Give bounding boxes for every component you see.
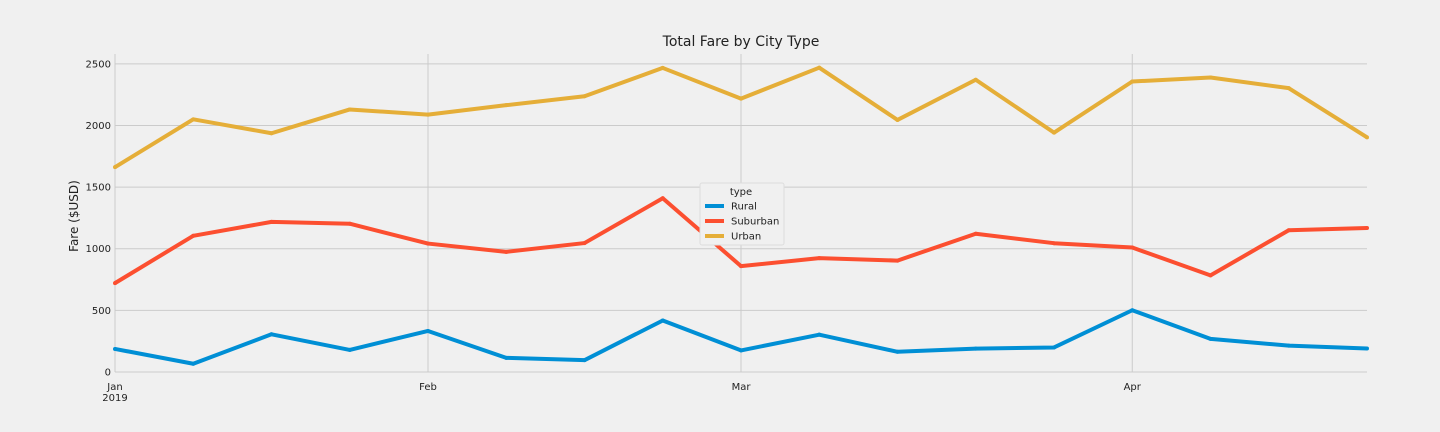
data-point [347, 107, 352, 112]
data-point [1052, 345, 1056, 350]
x-tick-sublabel: 2019 [102, 393, 127, 404]
data-point [347, 347, 352, 352]
data-point [1286, 86, 1291, 91]
data-point [1130, 245, 1135, 250]
data-point [1208, 273, 1213, 278]
y-tick-label: 1000 [86, 244, 111, 255]
data-point [1208, 75, 1213, 80]
data-point [1130, 308, 1135, 313]
legend-title: type [730, 187, 752, 198]
data-point [113, 281, 117, 286]
legend-box [699, 182, 785, 246]
y-tick-label: 0 [105, 368, 111, 379]
data-point [347, 221, 352, 226]
y-axis-title: Fare ($USD) [67, 180, 81, 252]
data-point [817, 256, 822, 261]
chart-title: Total Fare by City Type [662, 34, 820, 50]
data-point [1365, 135, 1369, 140]
data-point [582, 241, 587, 246]
x-tick-label: Mar [732, 382, 752, 393]
series-rural [113, 308, 1369, 366]
x-tick-label: Apr [1124, 382, 1142, 393]
data-point [1130, 79, 1135, 84]
y-tick-label: 500 [92, 306, 111, 317]
data-point [426, 241, 430, 246]
y-tick-label: 2000 [86, 121, 111, 132]
legend-label-rural: Rural [731, 202, 757, 213]
y-axis-ticks: 0 500 1000 1500 2000 2500 [86, 59, 111, 378]
data-point [895, 258, 900, 263]
data-point [817, 65, 822, 70]
data-point [582, 358, 587, 363]
legend-items: Rural Suburban Urban [705, 202, 779, 243]
data-point [191, 361, 196, 366]
data-point [269, 131, 274, 136]
data-point [1286, 228, 1291, 233]
data-point [739, 96, 743, 101]
legend-label-suburban: Suburban [731, 217, 779, 228]
data-point [269, 332, 274, 337]
data-point [817, 332, 822, 337]
data-point [660, 65, 665, 70]
y-tick-label: 1500 [86, 183, 111, 194]
data-point [973, 77, 978, 82]
data-point [895, 349, 900, 354]
data-point [1052, 130, 1056, 135]
data-point [1365, 346, 1369, 351]
y-tick-label: 2500 [86, 59, 111, 70]
legend-label-urban: Urban [731, 232, 761, 243]
data-point [191, 117, 196, 122]
data-point [504, 249, 509, 254]
data-point [191, 233, 196, 238]
data-point [113, 165, 117, 170]
data-point [269, 219, 274, 224]
grid [114, 54, 1367, 373]
data-point [660, 196, 665, 201]
x-tick-label: Jan [106, 382, 122, 393]
x-tick-label: Feb [419, 382, 437, 393]
data-point [660, 318, 665, 323]
data-point [1208, 336, 1213, 341]
data-point [973, 346, 978, 351]
data-point [1052, 241, 1056, 246]
series-urban [113, 65, 1369, 170]
data-point [113, 346, 117, 351]
data-point [895, 117, 900, 122]
data-point [582, 94, 587, 99]
series-lines [113, 65, 1369, 366]
data-point [504, 355, 509, 360]
data-point [739, 264, 743, 269]
data-point [1286, 343, 1291, 348]
data-point [739, 348, 743, 353]
data-point [426, 112, 430, 117]
data-point [973, 231, 978, 236]
data-point [426, 328, 430, 333]
data-point [504, 103, 509, 108]
data-point [1365, 226, 1369, 231]
series-suburban [113, 196, 1369, 286]
legend: type Rural Suburban Urban [699, 182, 785, 246]
